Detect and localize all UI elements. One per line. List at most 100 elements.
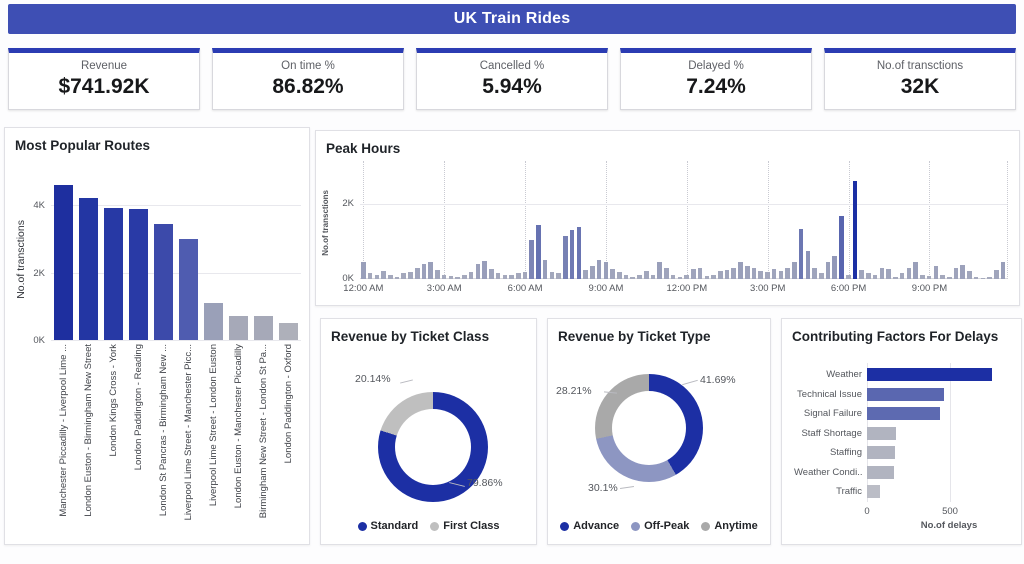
peak-bar[interactable] <box>529 239 535 279</box>
peak-bar[interactable] <box>677 277 683 279</box>
ticket-class-donut[interactable] <box>378 392 488 502</box>
peak-bar[interactable] <box>509 274 514 279</box>
peak-bar[interactable] <box>462 275 467 279</box>
route-bar[interactable] <box>229 315 248 340</box>
peak-bar[interactable] <box>879 267 885 279</box>
peak-bar[interactable] <box>643 270 649 279</box>
factor-bar[interactable] <box>867 426 897 440</box>
peak-bar[interactable] <box>448 276 454 279</box>
peak-bar[interactable] <box>616 271 622 279</box>
peak-bar[interactable] <box>913 262 918 279</box>
peak-bar[interactable] <box>414 267 420 279</box>
peak-bar[interactable] <box>536 224 541 279</box>
peak-bar[interactable] <box>522 272 528 279</box>
factor-bar[interactable] <box>867 368 992 381</box>
peak-bar[interactable] <box>751 267 757 279</box>
peak-bar[interactable] <box>408 271 413 279</box>
kpi-card-on-time[interactable]: On time % 86.82% <box>212 48 404 110</box>
peak-bar[interactable] <box>771 268 777 279</box>
peak-bar[interactable] <box>374 274 380 279</box>
peak-bar[interactable] <box>926 276 932 279</box>
peak-bar[interactable] <box>845 274 851 279</box>
peak-bar[interactable] <box>819 273 824 279</box>
peak-bar[interactable] <box>704 276 710 279</box>
peak-bar[interactable] <box>899 273 905 279</box>
peak-bar[interactable] <box>738 262 743 279</box>
peak-bar[interactable] <box>381 270 386 279</box>
peak-bar[interactable] <box>563 236 568 279</box>
peak-bar[interactable] <box>967 270 972 279</box>
peak-bar[interactable] <box>765 272 770 279</box>
peak-bar[interactable] <box>987 277 992 279</box>
peak-bar[interactable] <box>515 273 521 279</box>
peak-bar[interactable] <box>664 267 669 279</box>
peak-bar[interactable] <box>940 275 945 279</box>
kpi-card-revenue[interactable]: Revenue $741.92K <box>8 48 200 110</box>
peak-bar[interactable] <box>367 273 373 279</box>
peak-bar[interactable] <box>556 273 561 279</box>
route-bar[interactable] <box>279 323 298 340</box>
route-bar[interactable] <box>129 209 148 340</box>
peak-bar[interactable] <box>401 273 407 279</box>
peak-bar[interactable] <box>839 215 844 279</box>
route-bar[interactable] <box>154 223 173 340</box>
peak-bar[interactable] <box>637 274 642 279</box>
peak-bar[interactable] <box>798 228 804 279</box>
peak-bar[interactable] <box>388 275 393 279</box>
peak-bar[interactable] <box>960 264 966 279</box>
peak-bar[interactable] <box>724 269 730 279</box>
peak-bar[interactable] <box>697 267 703 279</box>
peak-bar[interactable] <box>441 274 447 279</box>
peak-bar[interactable] <box>994 269 999 279</box>
peak-bar[interactable] <box>785 267 790 279</box>
route-bar[interactable] <box>54 184 73 340</box>
route-bar[interactable] <box>204 302 223 340</box>
peak-bar[interactable] <box>657 262 662 279</box>
peak-bar[interactable] <box>623 275 629 279</box>
peak-bar[interactable] <box>953 267 959 279</box>
kpi-card-transactions[interactable]: No.of transctions 32K <box>824 48 1016 110</box>
peak-bar[interactable] <box>630 277 636 279</box>
peak-bar[interactable] <box>361 262 366 279</box>
peak-bar[interactable] <box>946 277 952 279</box>
peak-bar[interactable] <box>489 268 494 279</box>
peak-bar[interactable] <box>576 226 582 279</box>
peak-bar[interactable] <box>906 267 912 279</box>
peak-bar[interactable] <box>920 274 925 279</box>
peak-bar[interactable] <box>468 272 474 279</box>
peak-bar[interactable] <box>1000 262 1006 279</box>
peak-bar[interactable] <box>859 269 864 279</box>
peak-bar[interactable] <box>670 275 676 279</box>
kpi-card-delayed[interactable]: Delayed % 7.24% <box>620 48 812 110</box>
kpi-card-cancelled[interactable]: Cancelled % 5.94% <box>416 48 608 110</box>
factor-bar[interactable] <box>867 387 945 401</box>
legend-item[interactable]: Standard <box>357 520 418 532</box>
peak-bar[interactable] <box>792 262 797 279</box>
peak-bar[interactable] <box>455 276 460 279</box>
factor-bar[interactable] <box>867 407 941 420</box>
peak-bar[interactable] <box>650 274 656 279</box>
route-bar[interactable] <box>79 198 98 340</box>
peak-bar[interactable] <box>610 268 615 279</box>
peak-bar[interactable] <box>825 262 831 279</box>
peak-bar[interactable] <box>872 275 878 279</box>
peak-bar[interactable] <box>435 269 440 279</box>
peak-bar[interactable] <box>428 262 433 279</box>
factor-bar[interactable] <box>867 465 895 479</box>
peak-bar[interactable] <box>973 277 979 279</box>
peak-bar[interactable] <box>893 277 898 279</box>
peak-bar[interactable] <box>832 255 838 279</box>
route-bar[interactable] <box>254 316 273 340</box>
peak-bar[interactable] <box>583 269 588 279</box>
peak-bar[interactable] <box>394 277 400 279</box>
peak-bar[interactable] <box>495 273 501 279</box>
route-bar[interactable] <box>104 207 123 340</box>
legend-item[interactable]: Advance <box>560 520 619 532</box>
peak-bar[interactable] <box>502 275 508 279</box>
peak-bar[interactable] <box>596 260 602 279</box>
peak-bar[interactable] <box>542 260 548 279</box>
peak-bar[interactable] <box>812 267 817 279</box>
peak-bar[interactable] <box>933 265 939 279</box>
legend-item[interactable]: First Class <box>430 520 499 532</box>
peak-bar[interactable] <box>886 268 891 279</box>
